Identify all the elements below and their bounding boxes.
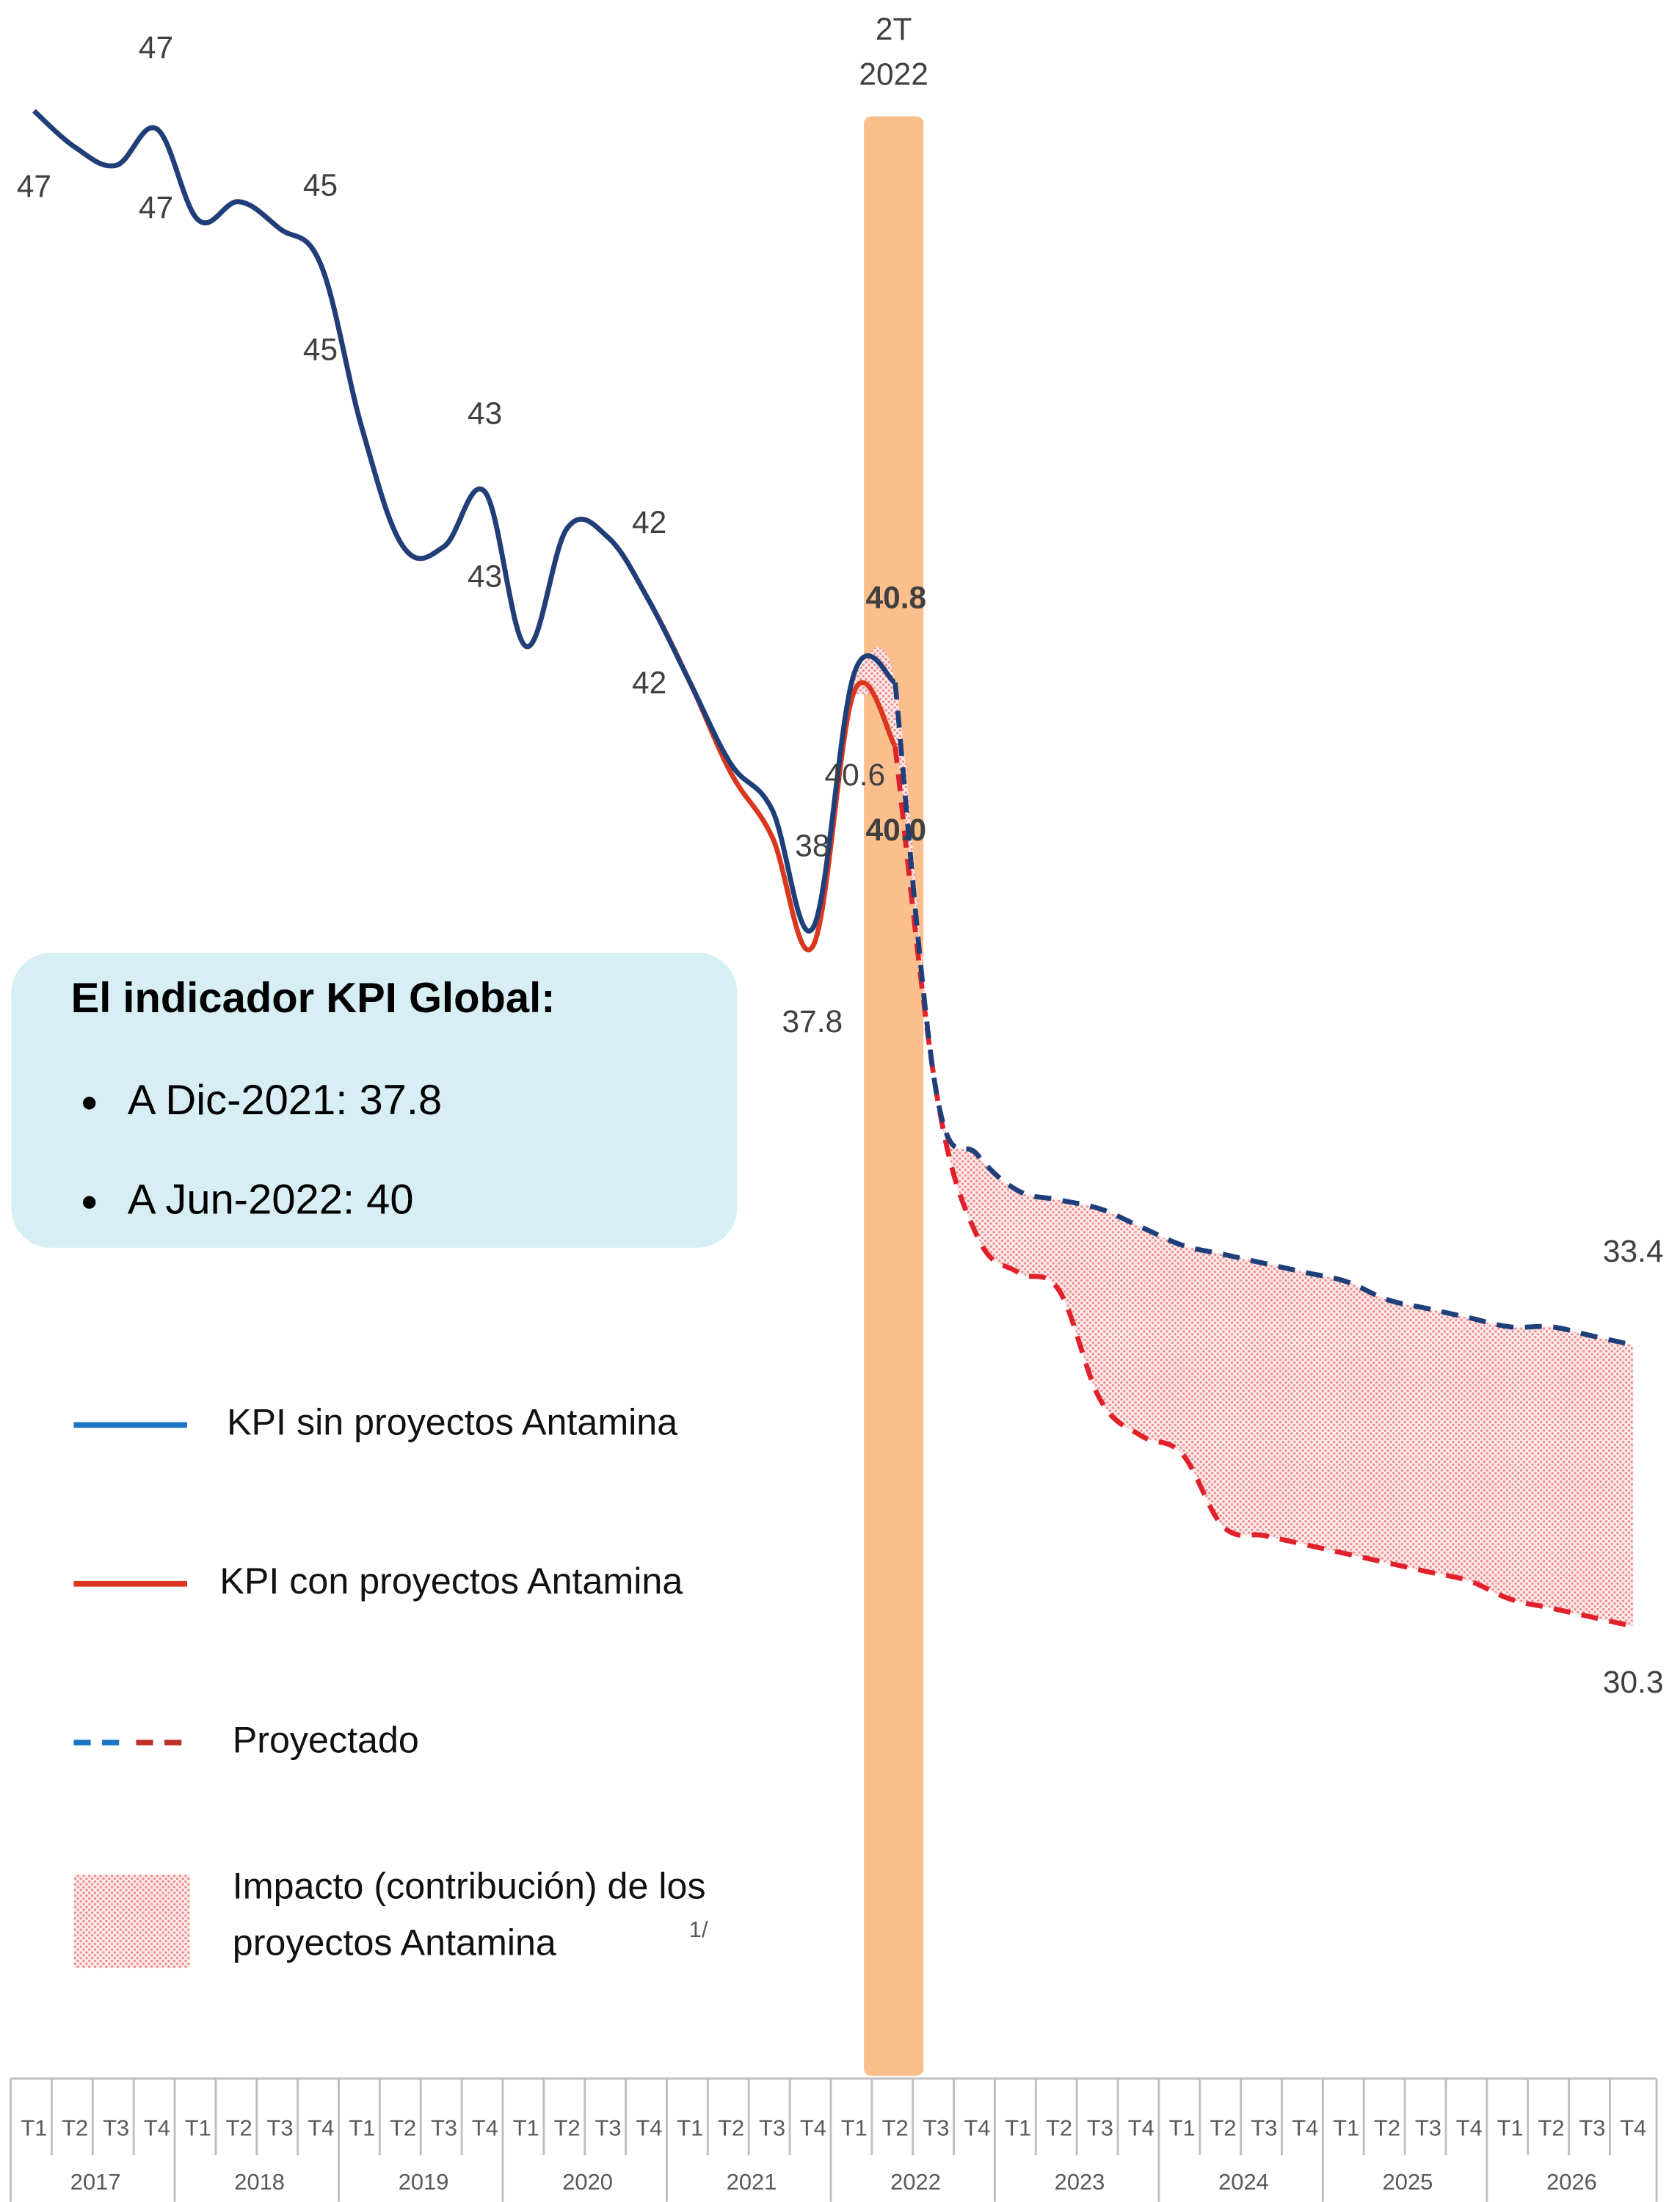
legend-label: KPI con proyectos Antamina — [219, 1560, 683, 1602]
info-item: A Jun-2022: 40 — [128, 1176, 414, 1223]
x-tick-label: T1 — [513, 2115, 539, 2141]
data-label: 43 — [468, 396, 502, 431]
data-label: 43 — [468, 559, 502, 594]
x-tick-label: T2 — [1046, 2115, 1072, 2141]
x-tick-label: T3 — [1251, 2115, 1277, 2141]
series-line — [32, 109, 897, 934]
data-label: 40.6 — [824, 758, 885, 793]
x-tick-label: T1 — [841, 2115, 868, 2141]
data-label: 45 — [303, 333, 338, 367]
data-label: 40.0 — [865, 813, 926, 848]
x-tick-label: T3 — [1087, 2115, 1113, 2141]
series-line — [32, 109, 898, 953]
info-item: A Dic-2021: 37.8 — [128, 1077, 442, 1124]
data-label: 30.3 — [1603, 1665, 1664, 1700]
legend-label: Proyectado — [233, 1719, 419, 1760]
data-label: 38 — [795, 829, 829, 863]
x-tick-label: T3 — [267, 2115, 294, 2141]
highlight-band — [864, 116, 924, 2076]
x-group-label: 2021 — [727, 2169, 777, 2195]
legend-swatch — [73, 1874, 190, 1969]
x-tick-label: T2 — [1374, 2115, 1400, 2141]
legend-label: Impacto (contribución) de los — [233, 1865, 706, 1906]
projected-line — [892, 682, 1634, 1348]
x-tick-label: T2 — [1210, 2115, 1237, 2141]
x-tick-label: T3 — [923, 2115, 949, 2141]
x-tick-label: T1 — [1005, 2115, 1031, 2141]
x-tick-label: T4 — [1128, 2115, 1154, 2141]
legend-label: proyectos Antamina — [233, 1922, 556, 1963]
bullet — [83, 1097, 96, 1110]
x-group-label: 2025 — [1383, 2169, 1433, 2195]
x-tick-label: T2 — [882, 2115, 909, 2141]
x-group-label: 2018 — [234, 2169, 285, 2195]
data-label: 47 — [17, 170, 51, 204]
x-tick-label: T1 — [21, 2115, 47, 2141]
data-label: 40.8 — [865, 581, 926, 615]
x-group-label: 2024 — [1218, 2169, 1269, 2195]
x-tick-label: T3 — [103, 2115, 129, 2141]
x-tick-label: T4 — [472, 2115, 498, 2141]
x-tick-label: T1 — [1497, 2115, 1524, 2141]
highlight-label: 2022 — [859, 58, 928, 92]
x-group-label: 2022 — [890, 2169, 941, 2195]
x-tick-label: T1 — [1169, 2115, 1196, 2141]
x-tick-label: T2 — [554, 2115, 581, 2141]
x-tick-label: T4 — [144, 2115, 170, 2141]
bullet — [83, 1196, 96, 1209]
x-group-label: 2026 — [1546, 2169, 1597, 2195]
x-group-label: 2020 — [562, 2169, 613, 2195]
x-group-label: 2017 — [70, 2169, 121, 2195]
x-group-label: 2023 — [1055, 2169, 1105, 2195]
data-label: 47 — [139, 31, 173, 65]
x-tick-label: T2 — [718, 2115, 744, 2141]
x-tick-label: T1 — [1333, 2115, 1359, 2141]
data-label: 42 — [632, 506, 666, 540]
x-tick-label: T3 — [1579, 2115, 1605, 2141]
legend-note: 1/ — [689, 1916, 708, 1942]
x-tick-label: T4 — [1456, 2115, 1483, 2141]
x-tick-label: T1 — [677, 2115, 703, 2141]
info-title: El indicador KPI Global: — [71, 975, 556, 1022]
info-box — [11, 953, 738, 1248]
x-tick-label: T3 — [594, 2115, 621, 2141]
impact-area — [854, 647, 1634, 1627]
x-tick-label: T2 — [390, 2115, 416, 2141]
x-tick-label: T4 — [636, 2115, 662, 2141]
legend-label: KPI sin proyectos Antamina — [227, 1402, 677, 1443]
x-tick-label: T4 — [1292, 2115, 1318, 2141]
x-tick-label: T2 — [226, 2115, 252, 2141]
data-label: 37.8 — [782, 1005, 843, 1039]
x-group-label: 2019 — [399, 2169, 449, 2195]
x-tick-label: T4 — [964, 2115, 990, 2141]
x-tick-label: T3 — [759, 2115, 785, 2141]
x-tick-label: T3 — [431, 2115, 457, 2141]
highlight-label: 2T — [876, 12, 912, 47]
data-label: 42 — [632, 666, 666, 700]
x-tick-label: T4 — [308, 2115, 334, 2141]
data-label: 33.4 — [1603, 1235, 1664, 1269]
projected-line — [892, 746, 1634, 1629]
data-label: 47 — [139, 191, 173, 225]
x-tick-label: T2 — [1538, 2115, 1564, 2141]
x-tick-label: T4 — [1620, 2115, 1646, 2141]
data-label: 45 — [303, 168, 338, 203]
x-tick-label: T4 — [800, 2115, 826, 2141]
x-tick-label: T2 — [62, 2115, 88, 2141]
x-tick-label: T1 — [349, 2115, 375, 2141]
x-tick-label: T3 — [1415, 2115, 1441, 2141]
x-tick-label: T1 — [185, 2115, 211, 2141]
